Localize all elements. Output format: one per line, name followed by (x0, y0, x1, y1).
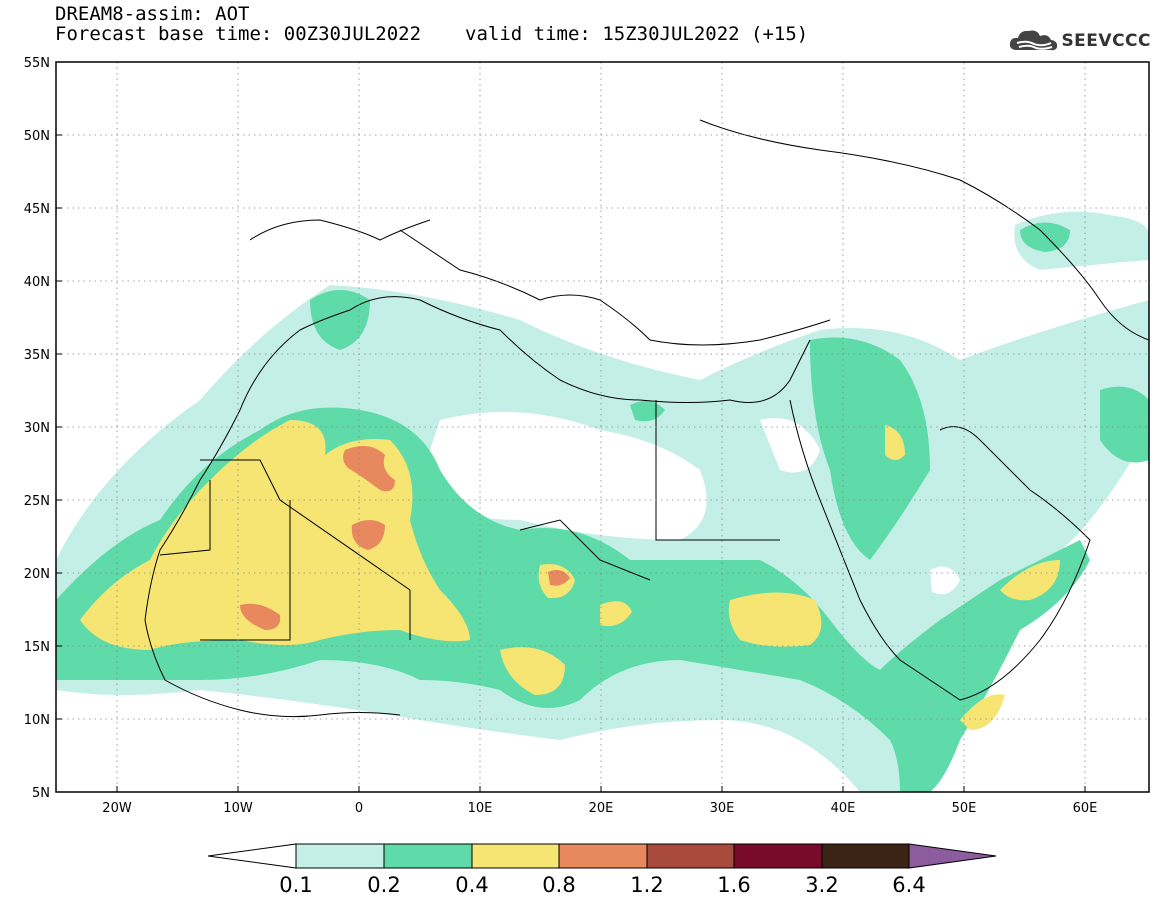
lat-label: 20N (24, 567, 50, 582)
aot-band-0.8-1.2 (240, 446, 570, 630)
colorbar: 0.1 0.2 0.4 0.8 1.2 1.6 3.2 6.4 (207, 843, 997, 897)
colorbar-max-arrow (908, 843, 997, 869)
aot-field (56, 211, 1149, 792)
colorbar-swatch (383, 843, 473, 869)
lat-label: 35N (24, 348, 50, 363)
lat-label: 50N (24, 129, 50, 144)
colorbar-min-arrow (207, 843, 297, 869)
lat-label: 40N (24, 275, 50, 290)
lon-label: 10E (468, 801, 493, 816)
coastlines (144, 119, 1149, 718)
lon-label: 20E (589, 801, 614, 816)
lon-label: 0 (355, 801, 363, 816)
lat-label: 55N (24, 56, 50, 71)
lon-label: 10W (223, 801, 253, 816)
lat-label: 25N (24, 494, 50, 509)
cloud-icon (1010, 30, 1058, 51)
lat-label: 10N (24, 713, 50, 728)
lat-label: 15N (24, 640, 50, 655)
colorbar-label: 0.8 (542, 873, 575, 897)
lon-label: 20W (102, 801, 132, 816)
colorbar-swatch (733, 843, 823, 869)
colorbar-swatch (295, 843, 385, 869)
colorbar-label: 1.2 (630, 873, 663, 897)
longitude-labels: 20W 10W 0 10E 20E 30E 40E 50E 60E (102, 801, 1097, 816)
grid (56, 62, 1149, 792)
lon-label: 30E (710, 801, 735, 816)
colorbar-label: 3.2 (805, 873, 838, 897)
lat-label: 45N (24, 202, 50, 217)
colorbar-label: 0.2 (367, 873, 400, 897)
colorbar-swatch (558, 843, 648, 869)
map-title: DREAM8-assim: AOT (55, 3, 250, 25)
latitude-labels: 55N 50N 45N 40N 35N 30N 25N 20N 15N 10N … (24, 56, 50, 801)
colorbar-label: 0.4 (455, 873, 488, 897)
lon-label: 40E (831, 801, 856, 816)
valid-time: valid time: 15Z30JUL2022 (+15) (465, 23, 809, 45)
colorbar-swatch (471, 843, 560, 869)
lon-label: 60E (1073, 801, 1098, 816)
colorbar-label: 0.1 (279, 873, 312, 897)
logo-text: SEEVCCC (1061, 31, 1151, 51)
lat-label: 30N (24, 421, 50, 436)
time-info: Forecast base time: 00Z30JUL2022 valid ti… (55, 24, 808, 44)
colorbar-label: 1.6 (717, 873, 750, 897)
base-time: Forecast base time: 00Z30JUL2022 (55, 23, 422, 45)
colorbar-swatch (821, 843, 910, 869)
colorbar-swatch (646, 843, 735, 869)
axis-ticks (56, 61, 1086, 793)
seevccc-logo: SEEVCCC (1007, 24, 1151, 58)
colorbar-label: 6.4 (892, 873, 925, 897)
aot-low-areas (420, 412, 960, 595)
lon-label: 50E (952, 801, 977, 816)
lat-label: 5N (32, 786, 50, 801)
